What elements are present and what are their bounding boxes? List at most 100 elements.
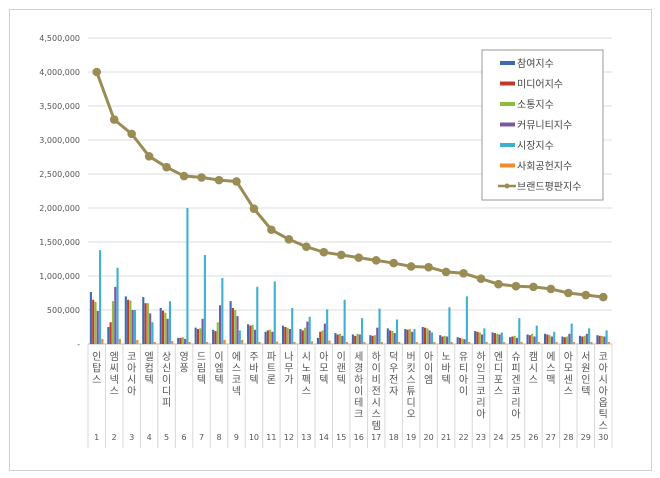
bar-미디어지수 <box>424 327 427 344</box>
category-label-char: 인 <box>92 351 101 363</box>
category-label-char: 스 <box>494 386 503 398</box>
category-label-char: 시 <box>529 363 538 375</box>
legend-line-marker <box>504 183 510 189</box>
bar-시장지수 <box>133 310 137 344</box>
bar-커뮤니티지수 <box>533 336 536 344</box>
line-point <box>232 177 241 186</box>
bar-참여지수 <box>474 331 477 344</box>
line-point <box>179 171 189 181</box>
category-label-char: 에 <box>546 351 555 363</box>
bar-미디어지수 <box>493 333 496 344</box>
bar-참여지수 <box>491 332 494 344</box>
bar-시장지수 <box>221 278 224 344</box>
category-label-char: 신 <box>162 363 171 375</box>
y-tick-label: 2,500,000 <box>39 170 80 179</box>
category-label-char: 스 <box>92 374 101 386</box>
y-tick-label: - <box>77 340 80 349</box>
bar-시장지수 <box>238 330 241 344</box>
bar-사회공헌지수 <box>468 341 471 344</box>
category-label-char: 버 <box>407 351 416 363</box>
category-label-char: 하 <box>372 350 381 363</box>
bar-미디어지수 <box>196 329 200 344</box>
bar-미디어지수 <box>371 335 374 344</box>
rank-label: 13 <box>301 433 311 442</box>
bar-사회공헌지수 <box>206 341 209 344</box>
legend-label: 사회공헌지수 <box>517 161 572 173</box>
rank-label: 18 <box>389 433 399 442</box>
bar-커뮤니티지수 <box>393 333 396 344</box>
bar-시장지수 <box>326 309 329 344</box>
bar-미디어지수 <box>441 336 444 344</box>
bar-사회공헌지수 <box>310 341 314 344</box>
bar-참여지수 <box>509 337 512 344</box>
bar-사회공헌지수 <box>520 341 523 344</box>
category-label-char: 자 <box>389 386 398 398</box>
legend-swatch <box>500 61 515 65</box>
category-label-char: 엔 <box>494 351 503 363</box>
bar-사회공헌지수 <box>276 341 279 344</box>
legend-swatch <box>500 81 515 86</box>
bar-참여지수 <box>107 327 110 344</box>
bar-사회공헌지수 <box>398 341 401 344</box>
bar-참여지수 <box>386 328 389 344</box>
category-label-char: 이 <box>372 363 381 375</box>
category-label-char: 이 <box>337 351 346 363</box>
bar-사회공헌지수 <box>555 341 558 344</box>
category-label-char: 원 <box>581 363 590 375</box>
category-label-char: 템 <box>372 420 381 432</box>
line-point <box>564 288 573 298</box>
category-label-char: 텍 <box>214 374 223 386</box>
category-label-char: 슈 <box>511 351 520 363</box>
bar-커뮤니티지수 <box>271 331 274 344</box>
bar-사회공헌지수 <box>153 341 156 344</box>
category-label-char: 스 <box>546 363 555 375</box>
rank-label: 28 <box>563 433 573 442</box>
bar-참여지수 <box>229 301 232 344</box>
category-label-char: 아 <box>476 409 485 421</box>
category-label-char: 코 <box>232 375 241 386</box>
category-label-char: 센 <box>564 374 573 386</box>
y-tick-label: 3,000,000 <box>39 136 80 145</box>
bar-사회공헌지수 <box>223 339 226 344</box>
line-point <box>144 152 154 161</box>
bar-소통지수 <box>426 328 429 344</box>
bar-소통지수 <box>583 335 586 344</box>
bar-미디어지수 <box>354 335 357 344</box>
category-label-char: 바 <box>249 363 258 375</box>
category-label-char: 영 <box>179 351 188 363</box>
bar-시장지수 <box>518 318 521 344</box>
line-point <box>424 262 433 272</box>
bar-시장지수 <box>570 323 573 344</box>
bar-사회공헌지수 <box>485 341 488 344</box>
category-label-char: 스 <box>599 420 608 432</box>
category-label-char: 텍 <box>145 374 154 386</box>
category-label-char: 캠 <box>529 351 538 363</box>
bar-사회공헌지수 <box>607 341 610 344</box>
bar-시장지수 <box>588 328 591 344</box>
category-label-char: 텍 <box>441 374 450 386</box>
rank-label: 21 <box>441 433 451 442</box>
bar-미디어지수 <box>336 334 339 344</box>
bar-소통지수 <box>566 336 569 344</box>
bar-참여지수 <box>142 297 145 344</box>
line-point <box>406 262 416 271</box>
bar-사회공헌지수 <box>503 341 506 344</box>
line-point <box>109 115 119 124</box>
bar-참여지수 <box>247 324 250 344</box>
category-label-char: 우 <box>389 363 398 375</box>
bar-사회공헌지수 <box>363 341 366 344</box>
bar-사회공헌지수 <box>171 340 174 344</box>
bar-소통지수 <box>304 327 307 344</box>
rank-label: 2 <box>112 433 117 442</box>
category-label-char: 림 <box>197 363 206 375</box>
category-label-char: 주 <box>249 352 258 363</box>
legend-label: 참여지수 <box>517 58 554 70</box>
category-label-char: 풍 <box>179 363 188 375</box>
rank-label: 22 <box>458 433 468 442</box>
bar-시장지수 <box>465 296 468 344</box>
rank-label: 5 <box>164 433 169 442</box>
line-point <box>581 290 591 300</box>
bar-참여지수 <box>177 337 180 344</box>
bar-미디어지수 <box>476 331 479 344</box>
bar-커뮤니티지수 <box>376 327 379 344</box>
